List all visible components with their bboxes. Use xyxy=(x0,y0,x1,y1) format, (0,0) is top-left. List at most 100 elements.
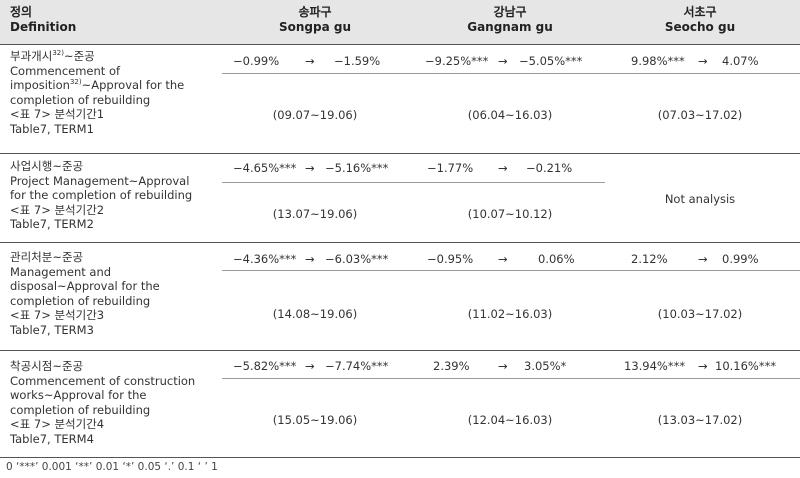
row2-songpa-start: −4.65%*** xyxy=(233,161,297,175)
row1-songpa-end: −1.59% xyxy=(334,54,381,68)
row4-gangnam-period: (12.04~16.03) xyxy=(467,413,553,427)
row1-gangnam-start: −9.25%*** xyxy=(425,54,489,68)
row2-gangnam-end: −0.21% xyxy=(526,161,573,175)
row1-songpa-arrow: → xyxy=(305,54,315,68)
row4-definition-en2: works~Approval for the xyxy=(10,388,147,402)
significance-footnote: 0 ‘***’ 0.001 ‘**’ 0.01 ‘*’ 0.05 ‘.’ 0.1… xyxy=(6,461,218,473)
header-songpa: 송파구 Songpa gu xyxy=(215,5,415,35)
row3-gangnam-start: −0.95% xyxy=(427,252,474,266)
row1-definition: 부과개시32)~준공 Commencement of imposition32)… xyxy=(10,49,184,136)
row1-definition-ko: 부과개시32)~준공 xyxy=(10,49,184,64)
row3-songpa-start: −4.36%*** xyxy=(233,252,297,266)
row4-songpa-start: −5.82%*** xyxy=(233,359,297,373)
row3-songpa-arrow: → xyxy=(305,252,315,266)
row2-term-ko: <표 7> 분석기간2 xyxy=(10,202,105,217)
row3-term-ko: <표 7> 분석기간3 xyxy=(10,308,105,322)
row3-divider xyxy=(222,270,800,271)
row3-definition-ko: 관리처분~준공 xyxy=(10,250,84,264)
row4-term-en: Table7, TERM4 xyxy=(10,431,94,446)
row4-gangnam-end: 3.05%* xyxy=(524,359,567,373)
row4-definition-ko: 착공시점~준공 xyxy=(10,359,84,373)
row4-seocho-start: 13.94%*** xyxy=(624,359,686,373)
row1-divider xyxy=(222,73,800,74)
header-definition: 정의 Definition xyxy=(10,5,76,35)
header-seocho-ko: 서초구 xyxy=(683,5,717,19)
row3-definition-en2: disposal~Approval for the xyxy=(10,279,160,293)
row1-ko-post: ~준공 xyxy=(63,49,95,63)
row1-en-footnote-ref: 32) xyxy=(69,78,82,87)
row3-seocho-start: 2.12% xyxy=(631,252,668,266)
row1-definition-en1: Commencement of xyxy=(10,63,121,78)
row2-seocho-note: Not analysis xyxy=(664,192,736,206)
row2-songpa-arrow: → xyxy=(305,161,315,175)
row4-songpa-end: −7.74%*** xyxy=(325,359,389,373)
row1-seocho-arrow: → xyxy=(698,54,708,68)
row2-divider xyxy=(222,182,605,183)
row2-term-en: Table7, TERM2 xyxy=(10,217,94,231)
header-definition-ko: 정의 xyxy=(10,5,33,19)
header-gangnam-ko: 강남구 xyxy=(493,5,527,19)
row1-bottom-rule xyxy=(0,153,800,154)
row2-songpa-end: −5.16%*** xyxy=(325,161,389,175)
row3-definition: 관리처분~준공 Management and disposal~Approval… xyxy=(10,250,160,337)
row2-definition-en2: for the completion of rebuilding xyxy=(10,188,193,202)
row4-term-ko: <표 7> 분석기간4 xyxy=(10,417,105,431)
row4-seocho-period: (13.03~17.02) xyxy=(657,413,743,427)
row1-ko-pre: 부과개시 xyxy=(10,49,53,63)
row1-gangnam-arrow: → xyxy=(498,54,508,68)
row3-songpa-period: (14.08~19.06) xyxy=(272,307,358,321)
row2-bottom-rule xyxy=(0,242,800,243)
row1-gangnam-end: −5.05%*** xyxy=(519,54,583,68)
row3-seocho-arrow: → xyxy=(698,252,708,266)
row3-definition-en1: Management and xyxy=(10,264,112,279)
row3-gangnam-end: 0.06% xyxy=(538,252,575,266)
row3-seocho-period: (10.03~17.02) xyxy=(657,307,743,321)
row4-seocho-end: 10.16%*** xyxy=(715,359,777,373)
row1-ko-footnote-ref: 32) xyxy=(52,49,64,58)
row4-songpa-period: (15.05~19.06) xyxy=(272,413,358,427)
row3-bottom-rule xyxy=(0,350,800,351)
row3-songpa-end: −6.03%*** xyxy=(325,252,389,266)
row3-term-en: Table7, TERM3 xyxy=(10,322,94,337)
row1-term-en: Table7, TERM1 xyxy=(10,121,94,136)
row1-seocho-start: 9.98%*** xyxy=(631,54,685,68)
row4-definition: 착공시점~준공 Commencement of construction wor… xyxy=(10,359,195,446)
row4-songpa-arrow: → xyxy=(305,359,315,373)
row4-gangnam-start: 2.39% xyxy=(433,359,470,373)
row1-definition-en2: imposition32)~Approval for the xyxy=(10,78,184,93)
row3-definition-en3: completion of rebuilding xyxy=(10,293,151,308)
row2-definition: 사업시행~준공 Project Management~Approval for … xyxy=(10,159,192,232)
row3-gangnam-period: (11.02~16.03) xyxy=(467,307,553,321)
row2-definition-en1: Project Management~Approval xyxy=(10,173,190,188)
header-songpa-ko: 송파구 xyxy=(298,5,332,19)
header-seocho: 서초구 Seocho gu xyxy=(600,5,800,35)
row2-gangnam-period: (10.07~10.12) xyxy=(467,207,553,221)
row1-seocho-end: 4.07% xyxy=(722,54,759,68)
row4-definition-en1: Commencement of construction xyxy=(10,373,196,388)
header-seocho-en: Seocho gu xyxy=(664,20,736,34)
row1-en2-post: ~Approval for the xyxy=(81,78,185,92)
row4-seocho-arrow: → xyxy=(698,359,708,373)
header-gangnam-en: Gangnam gu xyxy=(467,20,553,34)
row4-gangnam-arrow: → xyxy=(498,359,508,373)
header-songpa-en: Songpa gu xyxy=(278,20,352,34)
row1-seocho-period: (07.03~17.02) xyxy=(657,108,743,122)
row1-en2-pre: imposition xyxy=(10,78,70,92)
row2-definition-ko: 사업시행~준공 xyxy=(10,159,84,173)
row1-gangnam-period: (06.04~16.03) xyxy=(467,108,553,122)
table-bottom-rule xyxy=(0,457,800,458)
row1-songpa-period: (09.07~19.06) xyxy=(272,108,358,122)
header-definition-en: Definition xyxy=(10,20,77,34)
row2-gangnam-arrow: → xyxy=(498,161,508,175)
row1-term-ko: <표 7> 분석기간1 xyxy=(10,107,105,121)
row3-seocho-end: 0.99% xyxy=(722,252,759,266)
table-header: 정의 Definition 송파구 Songpa gu 강남구 Gangnam … xyxy=(0,0,800,45)
row4-divider xyxy=(222,378,800,379)
header-gangnam: 강남구 Gangnam gu xyxy=(410,5,610,35)
row1-definition-en3: completion of rebuilding xyxy=(10,92,151,107)
row2-songpa-period: (13.07~19.06) xyxy=(272,207,358,221)
row2-gangnam-start: −1.77% xyxy=(427,161,474,175)
row4-definition-en3: completion of rebuilding xyxy=(10,402,151,417)
row1-songpa-start: −0.99% xyxy=(233,54,280,68)
